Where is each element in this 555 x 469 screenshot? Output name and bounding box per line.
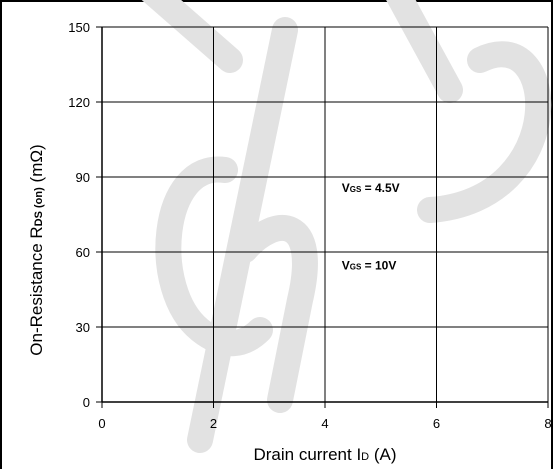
- annotation-label: VGS = 4.5V: [342, 181, 400, 195]
- y-tick-labels: 0 30 60 90 120 150: [68, 20, 90, 410]
- y-tick-label: 90: [76, 170, 90, 185]
- y-axis-title: On-Resistance RDS (on) (mΩ): [27, 144, 46, 355]
- x-axis-title: Drain current ID (A): [253, 445, 396, 464]
- axes: [101, 27, 549, 408]
- x-tick-label: 8: [544, 416, 551, 431]
- watermark-letter-h: [187, 17, 318, 453]
- annotations: VGS = 4.5V VGS = 10V: [342, 181, 400, 273]
- y-tick-label: 60: [76, 245, 90, 260]
- annotation-label: VGS = 10V: [342, 259, 397, 273]
- y-tick-label: 30: [76, 320, 90, 335]
- x-tick-labels: 0 2 4 6 8: [98, 416, 551, 431]
- x-tick-label: 4: [321, 416, 328, 431]
- watermark-letter-i: [386, 0, 463, 103]
- grid: [96, 26, 549, 403]
- x-tick-label: 0: [98, 416, 105, 431]
- x-tick-label: 6: [433, 416, 440, 431]
- watermark-stroke-top: [141, 0, 243, 73]
- y-tick-label: 150: [68, 20, 90, 35]
- watermark-letter-c: [155, 156, 273, 357]
- x-tick-label: 2: [210, 416, 217, 431]
- y-tick-label: 0: [83, 395, 90, 410]
- y-tick-label: 120: [68, 95, 90, 110]
- watermark-letter-p: [417, 41, 552, 223]
